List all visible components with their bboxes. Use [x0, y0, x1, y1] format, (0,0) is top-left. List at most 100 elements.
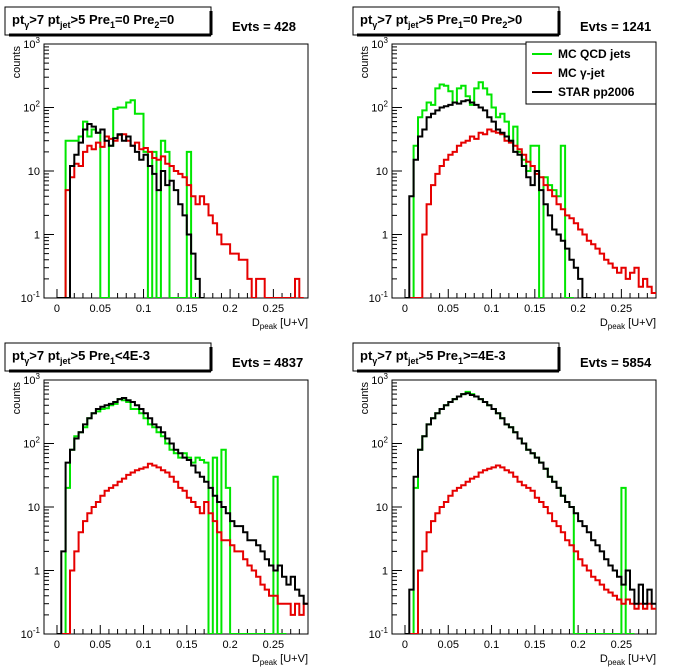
series-mc-qcd-jets: [57, 398, 287, 634]
x-label-subscript: peak: [260, 658, 278, 667]
series-mc-jet: [57, 462, 308, 634]
y-tick-label: 103: [23, 372, 40, 387]
x-tick-label: 0: [54, 639, 60, 651]
evts-label: Evts = 4837: [232, 355, 303, 370]
x-axis-label: Dpeak [U+V]: [600, 653, 656, 667]
x-tick-label: 0.05: [438, 639, 459, 651]
y-tick-label: 103: [23, 36, 40, 51]
title-box: ptγ>7 ptjet>5 Pre1<4E-3: [4, 342, 213, 373]
title-box: ptγ>7 ptjet>5 Pre1=0 Pre2>0: [352, 6, 561, 37]
title-segment: <4E-3: [115, 348, 150, 363]
x-label-main: D: [252, 653, 260, 665]
x-tick-label: 0: [402, 639, 408, 651]
x-tick-label: 0.2: [570, 639, 585, 651]
y-tick-label: 1: [382, 230, 388, 242]
legend-entry: STAR pp2006: [558, 85, 635, 99]
title-segment: >7 pt: [29, 348, 60, 363]
title-subscript: 1: [110, 356, 115, 366]
y-tick-label: 10: [28, 502, 40, 514]
x-label-unit: [U+V]: [277, 653, 308, 665]
title-segment: >5 Pre: [71, 12, 110, 27]
x-axis-label: Dpeak [U+V]: [252, 653, 308, 667]
x-tick-label: 0.25: [611, 303, 632, 315]
y-axis-label: counts: [359, 382, 371, 415]
x-label-subscript: peak: [608, 658, 626, 667]
title-segment: pt: [12, 348, 25, 363]
y-tick-base: 10: [23, 39, 35, 51]
x-label-unit: [U+V]: [625, 653, 656, 665]
title-segment: =0 Pre: [463, 12, 502, 27]
x-tick-label: 0.15: [176, 639, 197, 651]
x-tick-label: 0.05: [438, 303, 459, 315]
y-tick-exponent: -1: [33, 626, 41, 635]
y-tick-base: 10: [371, 439, 383, 451]
y-tick-base: 10: [369, 293, 381, 305]
x-axis-label: Dpeak [U+V]: [600, 317, 656, 331]
y-tick-exponent: -1: [381, 290, 389, 299]
title-box: ptγ>7 ptjet>5 Pre1=0 Pre2=0: [4, 6, 213, 37]
y-tick-base: 10: [371, 39, 383, 51]
series-star-pp2006: [57, 397, 308, 634]
y-tick-exponent: -1: [381, 626, 389, 635]
y-tick-label: 102: [371, 100, 388, 115]
title-segment: pt: [360, 12, 373, 27]
title-segment: >=4E-3: [463, 348, 506, 363]
x-tick-label: 0.25: [263, 639, 284, 651]
y-tick-base: 10: [369, 629, 381, 641]
x-label-unit: [U+V]: [625, 317, 656, 329]
title-subscript: γ: [372, 356, 377, 366]
x-tick-label: 0.2: [570, 303, 585, 315]
y-tick-exponent: 2: [36, 436, 41, 445]
x-tick-label: 0.1: [484, 639, 499, 651]
title-segment: =0 Pre: [115, 12, 154, 27]
panel-3: ptγ>7 ptjet>5 Pre1<4E-3 Evts = 483710-111…: [4, 342, 309, 667]
x-label-main: D: [600, 653, 608, 665]
y-axis-label: counts: [359, 46, 371, 79]
evts-label: Evts = 1241: [580, 19, 651, 34]
y-tick-label: 103: [371, 36, 388, 51]
title-segment: >5 Pre: [71, 348, 110, 363]
x-tick-label: 0.25: [611, 639, 632, 651]
series-star-pp2006: [405, 392, 656, 634]
y-tick-label: 10-1: [21, 290, 41, 305]
series-mc-jet: [57, 133, 304, 298]
y-tick-label: 102: [371, 436, 388, 451]
x-label-subscript: peak: [260, 322, 278, 331]
y-tick-exponent: 2: [384, 100, 389, 109]
title-subscript: γ: [24, 20, 29, 30]
title-subscript: γ: [372, 20, 377, 30]
x-label-unit: [U+V]: [277, 317, 308, 329]
title-segment: >7 pt: [29, 12, 60, 27]
title-segment: >5 Pre: [419, 12, 458, 27]
y-axis-label: counts: [11, 382, 23, 415]
y-tick-exponent: 2: [384, 436, 389, 445]
evts-label: Evts = 428: [232, 19, 296, 34]
x-label-main: D: [252, 317, 260, 329]
x-tick-label: 0.1: [136, 303, 151, 315]
y-tick-label: 1: [34, 566, 40, 578]
y-tick-label: 10-1: [21, 626, 41, 641]
x-label-subscript: peak: [608, 322, 626, 331]
series-mc-jet: [405, 128, 656, 298]
title-segment: pt: [360, 348, 373, 363]
x-tick-label: 0.15: [524, 639, 545, 651]
panel-4: ptγ>7 ptjet>5 Pre1>=4E-3 Evts = 585410-11…: [352, 342, 657, 667]
title-box-frame: [352, 6, 560, 36]
panel-title: ptγ>7 ptjet>5 Pre1<4E-3: [12, 348, 150, 366]
title-box: ptγ>7 ptjet>5 Pre1>=4E-3: [352, 342, 561, 373]
panel-title: ptγ>7 ptjet>5 Pre1=0 Pre2=0: [12, 12, 174, 30]
y-tick-exponent: -1: [33, 290, 41, 299]
panel-1: ptγ>7 ptjet>5 Pre1=0 Pre2=0 Evts = 42810-…: [4, 6, 309, 331]
title-segment: >5 Pre: [419, 348, 458, 363]
y-tick-label: 102: [23, 100, 40, 115]
x-tick-label: 0.05: [90, 303, 111, 315]
x-tick-label: 0.05: [90, 639, 111, 651]
y-tick-label: 1: [34, 230, 40, 242]
y-tick-exponent: 3: [36, 372, 41, 381]
title-subscript: 1: [110, 20, 115, 30]
y-tick-base: 10: [21, 293, 33, 305]
y-tick-base: 10: [23, 375, 35, 387]
y-tick-base: 10: [23, 439, 35, 451]
x-tick-label: 0.1: [484, 303, 499, 315]
